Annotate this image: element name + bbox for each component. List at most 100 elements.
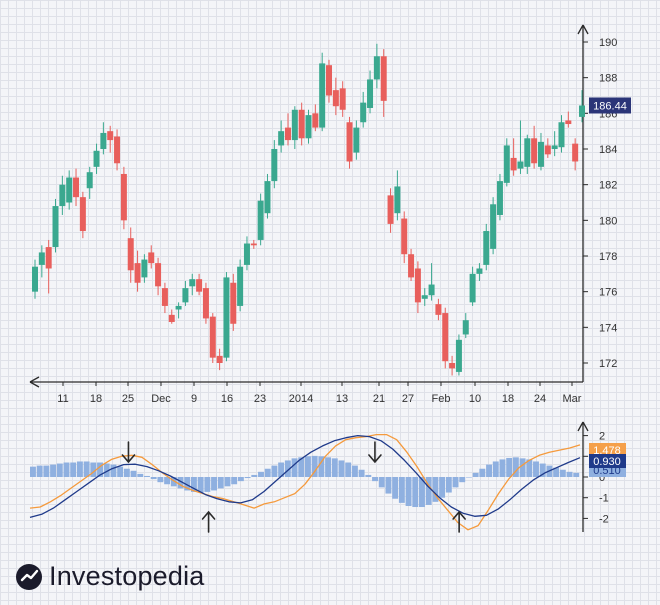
candle-body bbox=[216, 355, 223, 363]
histogram-bar bbox=[499, 459, 506, 477]
candle-body bbox=[503, 145, 510, 183]
indicator-y-tick-label: -1 bbox=[599, 493, 609, 505]
histogram-bar bbox=[358, 469, 365, 477]
histogram-bar bbox=[264, 468, 271, 477]
candle-body bbox=[319, 63, 326, 128]
histogram-bar bbox=[479, 468, 486, 477]
candle-down bbox=[196, 273, 203, 296]
histogram-bar bbox=[398, 477, 405, 503]
histogram-bar bbox=[405, 477, 412, 506]
candle-down bbox=[408, 248, 415, 281]
histogram-bar bbox=[445, 477, 452, 493]
candle-body bbox=[469, 273, 476, 303]
histogram-bar bbox=[251, 474, 258, 477]
candle-up bbox=[271, 140, 278, 189]
x-tick-label: 2014 bbox=[289, 393, 313, 405]
histogram-bar bbox=[492, 461, 499, 477]
investopedia-logo: Investopedia bbox=[14, 561, 205, 592]
x-tick-label: 18 bbox=[502, 393, 514, 405]
histogram-bar bbox=[177, 477, 184, 489]
histogram-bar bbox=[412, 477, 419, 508]
last-price-tag-bg bbox=[589, 97, 631, 114]
histogram-bar bbox=[164, 477, 171, 485]
candle-body bbox=[120, 173, 127, 221]
candle-body bbox=[476, 268, 483, 274]
histogram-bar bbox=[56, 463, 63, 477]
histogram-bar bbox=[110, 464, 117, 477]
histogram-bar bbox=[278, 462, 285, 477]
candle-body bbox=[45, 247, 52, 269]
candle-down bbox=[326, 59, 333, 103]
candle-down bbox=[134, 250, 141, 292]
candle-up bbox=[524, 134, 531, 174]
candle-down bbox=[45, 239, 52, 294]
histogram-bar bbox=[76, 461, 83, 477]
candle-body bbox=[517, 161, 524, 169]
macd-value-tag-bg bbox=[589, 454, 626, 468]
candle-body bbox=[373, 56, 380, 80]
histogram-bar bbox=[271, 465, 278, 477]
candle-up bbox=[59, 175, 66, 215]
candle-body bbox=[161, 288, 168, 306]
histogram-bar bbox=[231, 477, 238, 485]
y-axis-arrow bbox=[577, 24, 589, 35]
histogram-bar bbox=[318, 456, 325, 477]
x-axis-arrow bbox=[29, 376, 40, 388]
x-tick-label: 10 bbox=[469, 393, 481, 405]
candle-body bbox=[86, 172, 93, 189]
candle-up bbox=[517, 120, 524, 174]
histogram-bar bbox=[30, 466, 36, 477]
candle-down bbox=[161, 282, 168, 314]
histogram-bar bbox=[419, 477, 425, 508]
candle-up bbox=[278, 120, 285, 153]
candle-up bbox=[360, 91, 367, 128]
macd-line bbox=[29, 434, 581, 519]
candle-body bbox=[408, 254, 415, 278]
candle-body bbox=[134, 263, 141, 283]
histogram-bar bbox=[43, 465, 50, 477]
y-tick-label: 178 bbox=[599, 251, 617, 263]
y-tick-label: 174 bbox=[599, 322, 617, 334]
candle-body bbox=[278, 131, 285, 146]
candle-up bbox=[483, 223, 490, 271]
candle-body bbox=[490, 204, 497, 249]
candle-up bbox=[189, 273, 196, 296]
candle-up bbox=[38, 245, 45, 278]
histogram-bar bbox=[258, 471, 264, 477]
candle-body bbox=[332, 90, 339, 107]
candle-body bbox=[189, 279, 196, 287]
candle-down bbox=[510, 138, 517, 176]
candle-down bbox=[155, 257, 162, 296]
histogram-bar bbox=[204, 477, 211, 492]
candle-body bbox=[558, 122, 565, 148]
candle-body bbox=[79, 197, 86, 232]
candle-down bbox=[127, 227, 134, 283]
histogram-bar bbox=[70, 462, 77, 477]
histogram-bar bbox=[197, 477, 204, 493]
candle-body bbox=[155, 263, 162, 287]
histogram-bar bbox=[63, 462, 70, 477]
macd-value-tag: 0.930 bbox=[589, 454, 626, 468]
candle-body bbox=[462, 320, 469, 335]
candle-down bbox=[332, 77, 339, 116]
histogram-bar bbox=[486, 464, 493, 477]
histogram-bar bbox=[472, 472, 479, 477]
y-tick-label: 176 bbox=[599, 287, 617, 299]
candle-up bbox=[367, 70, 374, 114]
candle-up bbox=[476, 263, 483, 281]
histogram-bar bbox=[372, 477, 378, 482]
candle-up bbox=[353, 120, 360, 160]
candle-body bbox=[524, 138, 531, 167]
candle-body bbox=[52, 206, 59, 248]
histogram-bar bbox=[103, 463, 110, 477]
histogram-bar bbox=[559, 469, 566, 477]
candle-up bbox=[175, 302, 182, 319]
histogram-bar bbox=[345, 462, 352, 477]
investopedia-logo-icon bbox=[16, 563, 42, 590]
y-tick-label: 184 bbox=[599, 144, 617, 156]
candle-body bbox=[510, 157, 517, 171]
candle-up bbox=[182, 280, 189, 306]
histogram-bar bbox=[506, 457, 513, 477]
candle-up bbox=[428, 263, 435, 301]
candle-body bbox=[537, 141, 544, 167]
